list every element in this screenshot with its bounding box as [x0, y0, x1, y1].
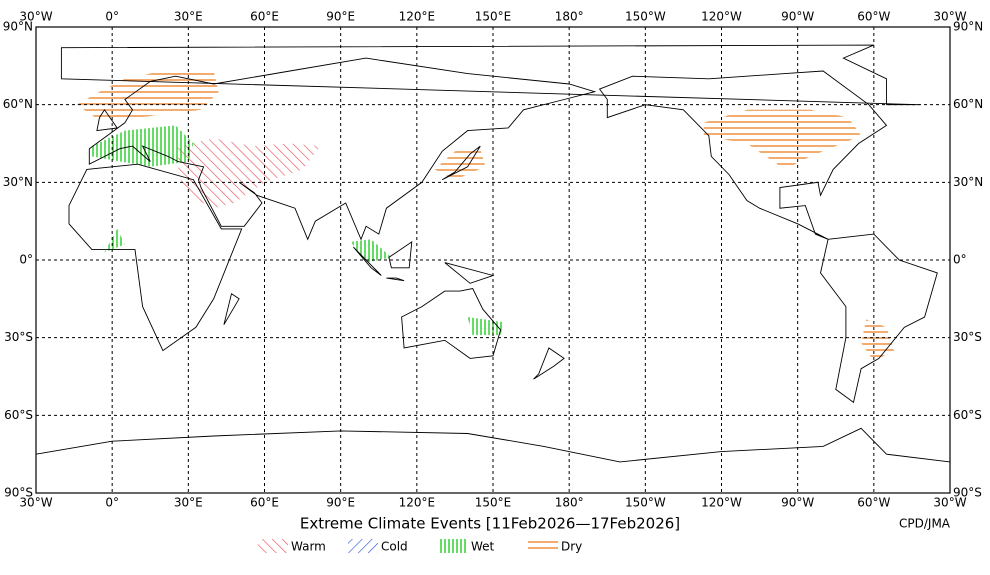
lat-label-left: 0°	[19, 253, 33, 267]
lat-label-right: 90°N	[953, 20, 983, 34]
lon-label-bottom: 60°E	[250, 496, 279, 510]
coastline	[35, 427, 951, 463]
lat-label-right: 0°	[953, 253, 967, 267]
dry-area	[434, 148, 486, 180]
coastline	[353, 246, 382, 276]
warm-area	[178, 138, 321, 209]
lon-label-bottom: 120°W	[701, 496, 742, 510]
wet-area	[104, 228, 125, 253]
lon-label-top: 150°W	[625, 10, 666, 24]
lat-label-right: 30°N	[953, 175, 983, 189]
lon-label-bottom: 90°E	[326, 496, 355, 510]
lat-label-left: 30°N	[3, 175, 33, 189]
wet-area	[467, 317, 504, 336]
lat-label-right: 30°S	[953, 330, 982, 344]
wet-area	[350, 239, 392, 263]
lon-label-bottom: 30°W	[933, 496, 966, 510]
axis-labels: 30°W 30°W 0° 0° 30°E 30°E 60°E 60°E 90°E 90°E 120°…	[3, 10, 984, 510]
lon-label-bottom: 30°W	[19, 496, 52, 510]
lat-label-left: 90°N	[3, 20, 33, 34]
dry-area	[703, 109, 862, 170]
coastline	[223, 292, 240, 325]
lon-label-top: 30°W	[933, 10, 966, 24]
lon-label-top: 0°	[105, 10, 119, 24]
coastline	[441, 145, 481, 181]
lat-label-left: 30°S	[4, 330, 33, 344]
legend: Warm Cold Wet Dry	[258, 539, 582, 554]
lat-label-right: 60°N	[953, 97, 983, 111]
lat-label-left: 90°S	[4, 486, 33, 500]
lon-label-bottom: 30°E	[174, 496, 203, 510]
coastline	[68, 163, 243, 352]
legend-swatch	[438, 539, 468, 553]
map-title: Extreme Climate Events [11Feb2026—17Feb2…	[300, 515, 680, 533]
coastline	[598, 70, 888, 240]
legend-label: Dry	[561, 540, 582, 554]
legend-label: Warm	[291, 540, 326, 554]
credit: CPD/JMA	[899, 517, 951, 531]
coastline	[386, 277, 405, 282]
coastline	[401, 287, 502, 359]
coastline	[444, 262, 495, 284]
coastline	[388, 240, 413, 269]
graticule	[36, 27, 950, 493]
legend-swatch	[528, 539, 558, 553]
lon-label-top: 120°E	[399, 10, 436, 24]
coastline	[88, 57, 597, 241]
lon-label-top: 60°E	[250, 10, 279, 24]
coastline	[820, 233, 938, 404]
map-frame	[35, 26, 951, 494]
dry-area	[861, 319, 895, 361]
coastline	[60, 44, 920, 106]
lon-label-top: 90°E	[326, 10, 355, 24]
lat-label-right: 60°S	[953, 408, 982, 422]
lon-label-top: 90°W	[781, 10, 814, 24]
lon-label-top: 180°	[555, 10, 584, 24]
legend-label: Wet	[471, 540, 495, 554]
lon-label-top: 120°W	[701, 10, 742, 24]
lon-label-bottom: 180°	[555, 496, 584, 510]
lon-label-top: 30°E	[174, 10, 203, 24]
legend-swatch	[258, 539, 288, 553]
lon-label-bottom: 150°W	[625, 496, 666, 510]
dry-area	[76, 71, 219, 121]
lon-label-bottom: 0°	[105, 496, 119, 510]
coastlines	[35, 44, 951, 463]
lat-label-left: 60°S	[4, 408, 33, 422]
lon-label-bottom: 120°E	[399, 496, 436, 510]
lon-label-top: 60°W	[857, 10, 890, 24]
coastline	[533, 347, 565, 380]
lon-label-top: 150°E	[475, 10, 512, 24]
events-layer	[76, 71, 895, 361]
legend-swatch	[348, 539, 378, 553]
lon-label-bottom: 90°W	[781, 496, 814, 510]
coastline	[96, 108, 118, 132]
lon-label-top: 30°W	[19, 10, 52, 24]
legend-label: Cold	[381, 540, 408, 554]
lon-label-bottom: 60°W	[857, 496, 890, 510]
lon-label-bottom: 150°E	[475, 496, 512, 510]
lat-label-left: 60°N	[3, 97, 33, 111]
lat-label-right: 90°S	[953, 486, 982, 500]
